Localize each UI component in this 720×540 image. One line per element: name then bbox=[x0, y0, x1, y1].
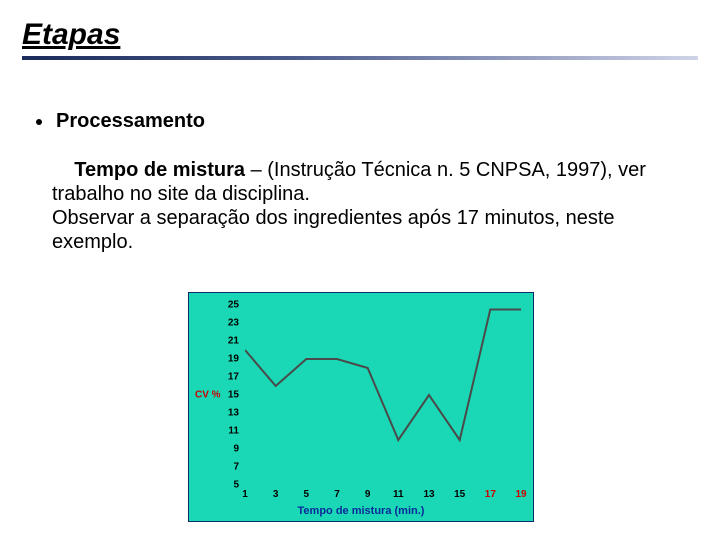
bullet-dot-icon bbox=[36, 119, 42, 125]
chart-y-tick: 7 bbox=[233, 462, 239, 473]
chart-y-tick: 13 bbox=[228, 408, 239, 419]
chart-y-tick: 11 bbox=[228, 426, 239, 437]
chart-y-tick: 9 bbox=[233, 444, 239, 455]
chart-x-tick: 5 bbox=[304, 489, 310, 500]
chart-x-tick: 11 bbox=[393, 489, 404, 500]
chart-y-tick: 17 bbox=[228, 372, 239, 383]
chart-y-tick: 19 bbox=[228, 354, 239, 365]
chart-x-tick: 3 bbox=[273, 489, 279, 500]
cv-chart: CV % 5791113151719212325 135791113151719… bbox=[188, 292, 534, 522]
body-paragraph: Tempo de mistura – (Instrução Técnica n.… bbox=[52, 158, 672, 254]
chart-x-tick: 7 bbox=[334, 489, 340, 500]
chart-x-tick: 17 bbox=[485, 489, 496, 500]
body-lead-bold: Tempo de mistura bbox=[74, 159, 245, 181]
bullet-label: Processamento bbox=[56, 110, 205, 133]
chart-line-path bbox=[245, 310, 521, 441]
chart-y-tick: 15 bbox=[228, 390, 239, 401]
chart-y-tick: 25 bbox=[228, 300, 239, 311]
chart-x-tick: 1 bbox=[242, 489, 248, 500]
chart-x-tick: 13 bbox=[423, 489, 434, 500]
chart-y-label: CV % bbox=[195, 390, 221, 401]
chart-y-tick: 23 bbox=[228, 318, 239, 329]
chart-y-tick: 5 bbox=[233, 480, 239, 491]
chart-line-svg bbox=[245, 305, 521, 485]
chart-x-tick: 19 bbox=[515, 489, 526, 500]
slide-title: Etapas bbox=[22, 18, 120, 52]
chart-plot-area bbox=[245, 305, 521, 485]
bullet-item: Processamento bbox=[36, 110, 205, 133]
title-underline-rule bbox=[22, 56, 698, 60]
body-line-2: Observar a separação dos ingredientes ap… bbox=[52, 207, 615, 253]
chart-x-tick: 9 bbox=[365, 489, 371, 500]
chart-y-tick: 21 bbox=[228, 336, 239, 347]
chart-x-label: Tempo de mistura (min.) bbox=[189, 505, 533, 517]
chart-x-tick: 15 bbox=[454, 489, 465, 500]
